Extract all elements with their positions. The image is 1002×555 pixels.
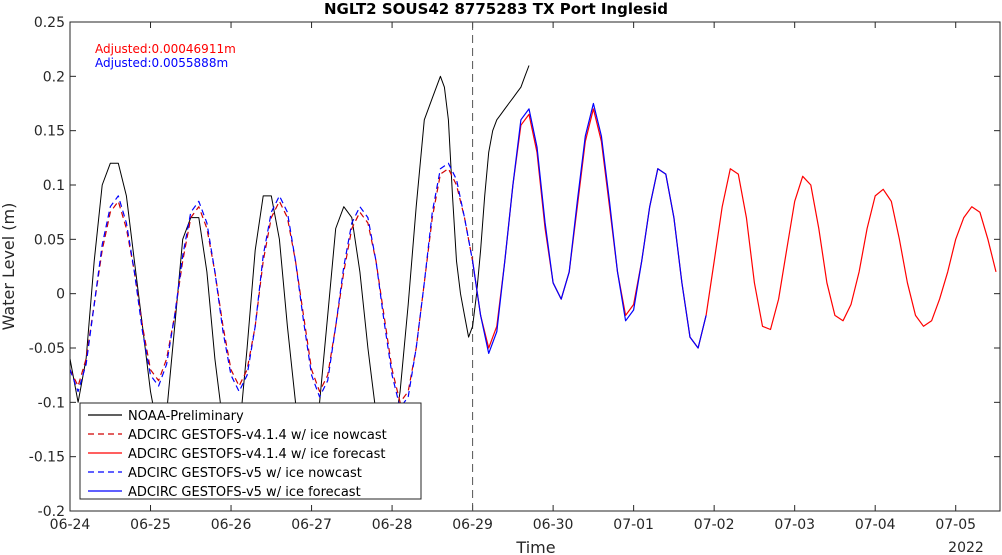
x-tick-label: 07-02 xyxy=(694,517,735,533)
x-tick-label: 07-03 xyxy=(774,517,815,533)
x-tick-label: 06-25 xyxy=(130,517,171,533)
legend-box xyxy=(79,402,422,500)
series-line-4 xyxy=(472,102,707,354)
legend-entry: ADCIRC GESTOFS-v5 w/ ice nowcast xyxy=(128,466,362,481)
x-tick-label: 07-01 xyxy=(613,517,654,533)
x-tick-label: 06-28 xyxy=(372,517,413,533)
x-tick-label: 07-04 xyxy=(855,517,896,533)
x-tick-label: 07-05 xyxy=(935,517,976,533)
legend-entry: ADCIRC GESTOFS-v4.1.4 w/ ice forecast xyxy=(128,447,385,462)
y-tick-label: -0.2 xyxy=(38,504,65,520)
series-line-1 xyxy=(70,168,474,403)
x-tick-label: 06-27 xyxy=(291,517,332,533)
chart-title: NGLT2 SOUS42 8775283 TX Port Inglesid xyxy=(324,0,668,18)
x-axis-label: Time xyxy=(515,538,555,555)
y-tick-label: 0 xyxy=(56,287,65,303)
y-tick-label: 0.2 xyxy=(43,69,65,85)
series-group xyxy=(70,22,997,511)
y-tick-label: 0.25 xyxy=(34,15,65,31)
x-tick-label: 06-29 xyxy=(452,517,493,533)
x-tick-label: 06-24 xyxy=(50,517,91,533)
adjusted-annotation: Adjusted:0.00046911m xyxy=(95,42,236,56)
y-tick-label: 0.05 xyxy=(34,232,65,248)
year-label: 2022 xyxy=(948,540,984,555)
x-tick-label: 06-26 xyxy=(211,517,252,533)
adjusted-annotation: Adjusted:0.0055888m xyxy=(95,56,228,70)
legend: NOAA-Preliminary ADCIRC GESTOFS-v4.1.4 w/… xyxy=(79,402,422,500)
y-axis-label: Water Level (m) xyxy=(0,203,18,331)
y-tick-label: -0.15 xyxy=(29,450,65,466)
legend-entry: ADCIRC GESTOFS-v4.1.4 w/ ice nowcast xyxy=(128,428,387,443)
y-tick-label: -0.1 xyxy=(38,395,65,411)
series-line-3 xyxy=(70,162,474,409)
x-tick-label: 06-30 xyxy=(533,517,574,533)
legend-entry: ADCIRC GESTOFS-v5 w/ ice forecast xyxy=(128,485,361,500)
y-tick-label: 0.1 xyxy=(43,178,65,194)
y-tick-label: -0.05 xyxy=(29,341,65,357)
legend-entry: NOAA-Preliminary xyxy=(128,409,244,424)
y-tick-label: 0.15 xyxy=(34,124,65,140)
